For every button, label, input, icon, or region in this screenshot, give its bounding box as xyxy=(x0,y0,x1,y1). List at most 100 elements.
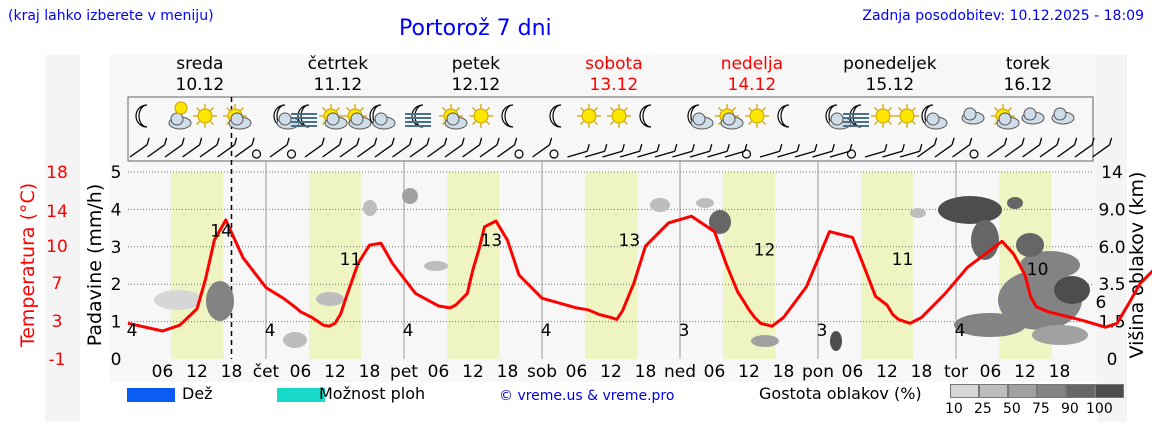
cloud-density-blob xyxy=(938,196,1002,224)
sun-ray xyxy=(593,107,598,112)
wind-calm-circle xyxy=(846,149,857,159)
wind-barb-tick xyxy=(726,144,730,152)
sun-icon xyxy=(607,104,631,128)
sun-ray xyxy=(610,107,615,112)
wind-barb xyxy=(794,150,815,158)
wind-barb-tick xyxy=(1073,137,1078,146)
sun-ray xyxy=(580,107,585,112)
sun-cloud-icon xyxy=(715,104,744,130)
wind-barb xyxy=(1022,144,1040,158)
wind-barb xyxy=(952,144,970,158)
x-tick-label: 06 xyxy=(842,362,864,382)
wind-barb xyxy=(864,150,885,158)
x-tick-label: 18 xyxy=(911,362,933,382)
wind-barb-tick xyxy=(1056,137,1060,146)
temperature-label: 13 xyxy=(619,231,641,251)
wind-barb-tick xyxy=(391,137,395,146)
precip-axis-title: Padavine (mm/h) xyxy=(84,184,106,347)
wind-barb xyxy=(234,144,253,158)
temperature-label: 4 xyxy=(265,321,276,341)
wind-calm-circle xyxy=(251,149,262,159)
cloud-puff xyxy=(374,112,388,126)
temp-tick: 10 xyxy=(46,237,68,257)
x-tick-label: 06 xyxy=(152,362,174,382)
sun-disc xyxy=(581,108,597,124)
daylight-band xyxy=(861,172,914,359)
cloud-density-blob xyxy=(1054,276,1090,304)
wind-barb xyxy=(987,144,1005,158)
temperature-label: 11 xyxy=(892,250,914,270)
day-name: sobota xyxy=(585,54,643,74)
sun-icon xyxy=(871,104,895,128)
x-tick-label: 12 xyxy=(462,362,484,382)
wind-barb-tick xyxy=(163,137,168,146)
wind-barb-tick xyxy=(796,144,800,152)
wind-barb xyxy=(269,144,288,158)
cloud-puff xyxy=(963,107,977,121)
wind-barb xyxy=(147,144,165,158)
cloud-puff xyxy=(1053,107,1067,121)
day-name: nedelja xyxy=(721,54,783,74)
cloud-density-title: Gostota oblakov (%) xyxy=(759,384,922,403)
cloud-puff xyxy=(692,112,706,126)
x-tick-label: 06 xyxy=(704,362,726,382)
density-swatch xyxy=(1037,384,1066,398)
left-axis-panel xyxy=(45,55,80,422)
wind-barb xyxy=(619,150,640,158)
wind-barb xyxy=(602,150,623,158)
temperature-label: 4 xyxy=(541,321,552,341)
temperature-label: 3 xyxy=(817,321,828,341)
credit-link[interactable]: © vreme.us & vreme.pro xyxy=(499,388,675,404)
precip-tick: 1 xyxy=(111,313,122,333)
moon-cloud-icon xyxy=(687,104,714,130)
sun-ray xyxy=(1007,107,1012,112)
x-tick-label: 18 xyxy=(635,362,657,382)
sun-cloud-icon xyxy=(319,104,348,130)
wind-barb xyxy=(934,144,953,158)
x-tick-label: 18 xyxy=(497,362,519,382)
cloudy-icon xyxy=(961,107,985,125)
partly-cloudy-icon xyxy=(168,101,192,130)
density-swatch xyxy=(1008,384,1037,398)
sun-ray xyxy=(623,107,628,112)
wind-barb xyxy=(532,144,550,158)
sun-ray xyxy=(761,120,766,125)
wind-barb-tick xyxy=(831,144,835,152)
wind-barb xyxy=(182,144,200,158)
cloud-height-tick: 9.0 xyxy=(1098,200,1125,220)
cloud-puff xyxy=(446,112,460,126)
wind-barb-tick xyxy=(884,144,888,152)
precip-tick: 5 xyxy=(111,163,122,183)
x-tick-label: 06 xyxy=(428,362,450,382)
x-tick-label: 12 xyxy=(324,362,346,382)
wind-barb-tick xyxy=(426,137,430,146)
sun-cloud-icon xyxy=(991,104,1020,130)
moon-shape xyxy=(501,104,514,128)
wind-calm-circle xyxy=(969,149,979,159)
page-title: Portorož 7 dni xyxy=(399,16,552,41)
precip-tick: 0 xyxy=(111,350,122,370)
wind-barb xyxy=(882,150,903,158)
moon-shape xyxy=(777,104,790,128)
x-tick-label: sob xyxy=(527,362,557,382)
icon-strip-frame xyxy=(127,96,1094,162)
x-tick-label: 18 xyxy=(359,362,381,382)
rain-legend-swatch xyxy=(127,388,175,402)
sun-ray xyxy=(209,120,214,125)
wind-barb-tick xyxy=(251,137,255,146)
sun-ray xyxy=(718,107,723,112)
sun-ray xyxy=(455,107,460,112)
density-swatch xyxy=(950,384,979,398)
sun-ray xyxy=(472,120,477,125)
temp-tick: 7 xyxy=(52,274,63,294)
storm-legend-label: Možnost ploh xyxy=(319,384,426,403)
temp-axis-title: Temperatura (°C) xyxy=(17,183,39,348)
wind-barb xyxy=(444,144,463,158)
sun-ray xyxy=(887,107,892,112)
region-note[interactable]: (kraj lahko izberete v meniju) xyxy=(8,8,214,24)
cloudy-icon xyxy=(1051,107,1075,125)
wind-barb-tick xyxy=(338,137,343,146)
wind-barb xyxy=(164,144,183,158)
wind-barb xyxy=(199,144,218,158)
